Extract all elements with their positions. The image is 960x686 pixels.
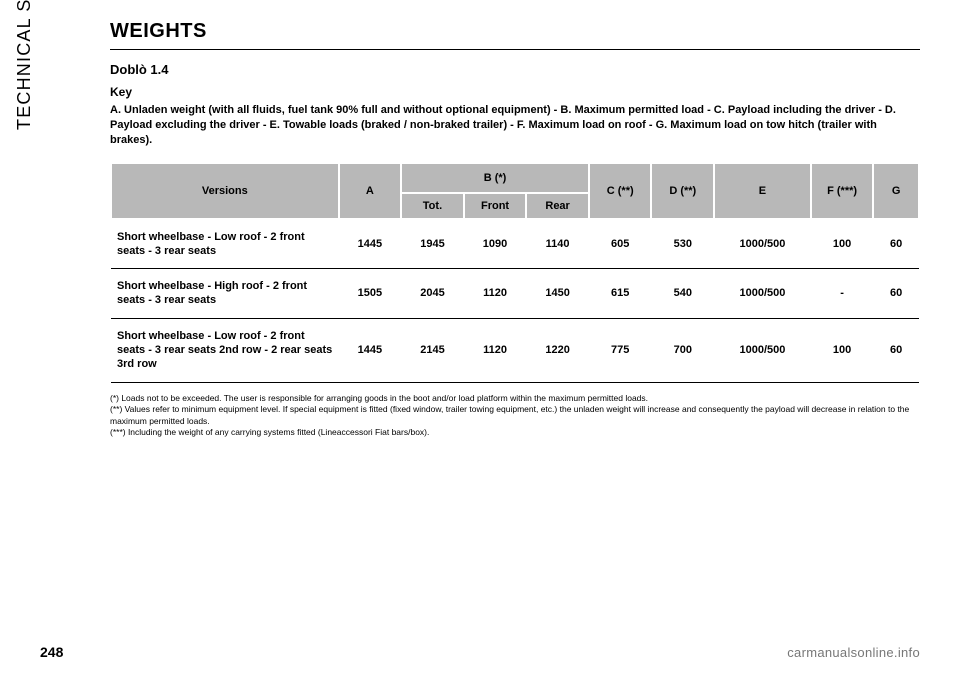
cell: 100: [811, 219, 874, 269]
cell: 2145: [401, 318, 464, 382]
row-label: Short wheelbase - Low roof - 2 front sea…: [111, 219, 339, 269]
footnote-2: (**) Values refer to minimum equipment l…: [110, 404, 920, 427]
row-label: Short wheelbase - High roof - 2 front se…: [111, 269, 339, 319]
col-c: C (**): [589, 163, 652, 219]
table-row: Short wheelbase - Low roof - 2 front sea…: [111, 318, 919, 382]
page-title: WEIGHTS: [110, 20, 920, 50]
cell: 1000/500: [714, 219, 811, 269]
row-label: Short wheelbase - Low roof - 2 front sea…: [111, 318, 339, 382]
cell: 1000/500: [714, 269, 811, 319]
footnote-1: (*) Loads not to be exceeded. The user i…: [110, 393, 920, 404]
col-b-front: Front: [464, 193, 527, 219]
col-b: B (*): [401, 163, 589, 193]
cell: 615: [589, 269, 652, 319]
model-subtitle: Doblò 1.4: [110, 62, 920, 77]
key-text: A. Unladen weight (with all fluids, fuel…: [110, 103, 920, 148]
page-number: 248: [40, 644, 63, 660]
cell: 530: [651, 219, 714, 269]
side-section-label: TECHNICAL SPECIFICATIONS: [14, 0, 35, 130]
cell: 1120: [464, 269, 527, 319]
footnotes: (*) Loads not to be exceeded. The user i…: [110, 393, 920, 439]
cell: 1140: [526, 219, 589, 269]
col-e: E: [714, 163, 811, 219]
cell: 775: [589, 318, 652, 382]
cell: 1445: [339, 219, 402, 269]
content-area: WEIGHTS Doblò 1.4 Key A. Unladen weight …: [110, 20, 920, 438]
key-heading: Key: [110, 85, 920, 99]
cell: 1220: [526, 318, 589, 382]
col-d: D (**): [651, 163, 714, 219]
page: TECHNICAL SPECIFICATIONS WEIGHTS Doblò 1…: [0, 0, 960, 686]
watermark: carmanualsonline.info: [787, 645, 920, 660]
cell: 1090: [464, 219, 527, 269]
col-f: F (***): [811, 163, 874, 219]
col-g: G: [873, 163, 919, 219]
cell: 60: [873, 219, 919, 269]
col-b-tot: Tot.: [401, 193, 464, 219]
cell: 1945: [401, 219, 464, 269]
col-b-rear: Rear: [526, 193, 589, 219]
cell: 60: [873, 318, 919, 382]
col-versions: Versions: [111, 163, 339, 219]
cell: 1450: [526, 269, 589, 319]
cell: 1505: [339, 269, 402, 319]
cell: 540: [651, 269, 714, 319]
cell: 1120: [464, 318, 527, 382]
cell: 1000/500: [714, 318, 811, 382]
cell: 1445: [339, 318, 402, 382]
weights-table: Versions A B (*) C (**) D (**) E F (***)…: [110, 162, 920, 383]
cell: 60: [873, 269, 919, 319]
cell: 100: [811, 318, 874, 382]
cell: 2045: [401, 269, 464, 319]
cell: 605: [589, 219, 652, 269]
footnote-3: (***) Including the weight of any carryi…: [110, 427, 920, 438]
cell: 700: [651, 318, 714, 382]
cell: -: [811, 269, 874, 319]
col-a: A: [339, 163, 402, 219]
table-row: Short wheelbase - High roof - 2 front se…: [111, 269, 919, 319]
table-row: Short wheelbase - Low roof - 2 front sea…: [111, 219, 919, 269]
